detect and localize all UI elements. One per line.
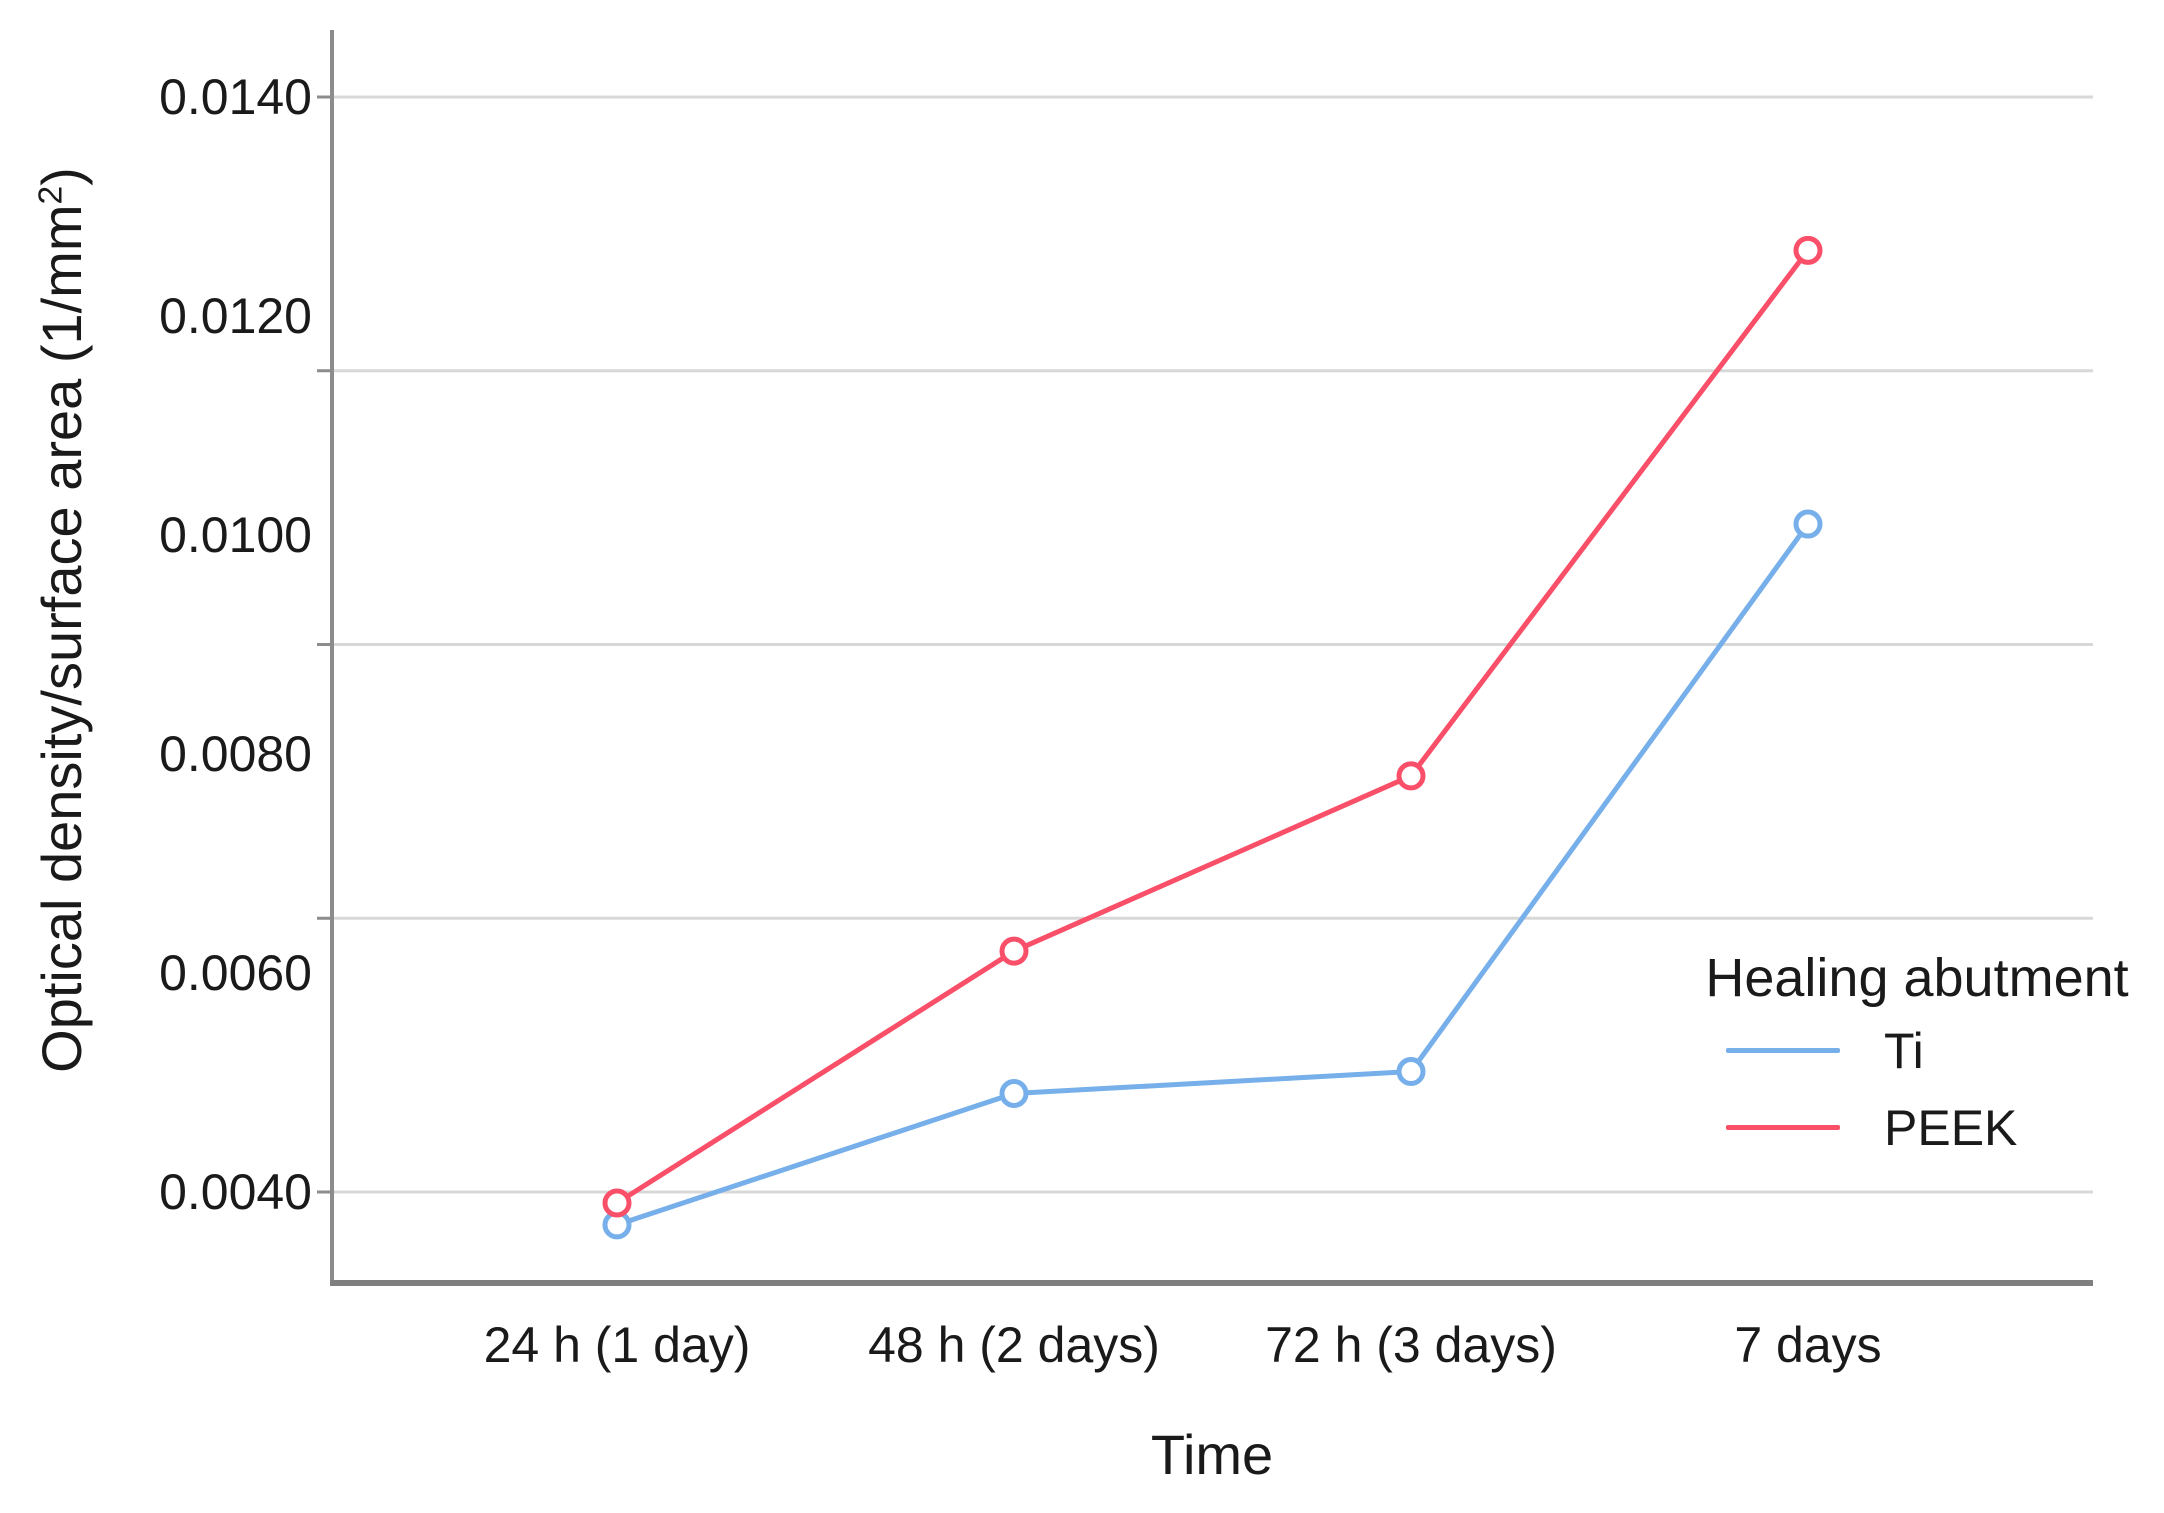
- y-tick-label: 0.0040: [159, 1164, 312, 1220]
- data-point-peek: [1793, 235, 1823, 265]
- legend-swatch-peek: [1726, 1125, 1840, 1130]
- y-axis-title-superscript: 2: [32, 185, 70, 205]
- legend-title: Healing abutment: [1705, 948, 2129, 1008]
- legend-label-peek: PEEK: [1884, 1099, 2018, 1156]
- y-axis-title: Optical density/surface area (1/mm2): [27, 70, 97, 1170]
- x-tick-label: 48 h (2 days): [868, 1317, 1160, 1373]
- y-tick-label: 0.0080: [159, 726, 312, 782]
- x-tick-label: 72 h (3 days): [1265, 1317, 1557, 1373]
- y-tick-label: 0.0060: [159, 945, 312, 1001]
- y-tick-label: 0.0100: [159, 507, 312, 563]
- y-axis-title-text: Optical density/surface area (1/mm: [30, 204, 93, 1073]
- legend-items: Ti PEEK: [1676, 1012, 2158, 1166]
- x-tick-label: 24 h (1 day): [484, 1317, 751, 1373]
- data-point-peek: [602, 1188, 632, 1218]
- legend-label-ti: Ti: [1884, 1022, 1924, 1079]
- x-axis-title: Time: [1150, 1423, 1274, 1486]
- series-line-ti: [616, 522, 1811, 1228]
- data-point-peek: [999, 936, 1029, 966]
- y-tick-label: 0.0140: [159, 69, 312, 125]
- y-tick-label: 0.0120: [159, 288, 312, 344]
- legend-swatch-ti: [1726, 1048, 1840, 1053]
- legend: Healing abutment Ti PEEK: [1676, 944, 2158, 1166]
- legend-item-ti: Ti: [1676, 1012, 2158, 1089]
- data-point-ti: [1793, 509, 1823, 539]
- series-line-peek: [615, 248, 1810, 1206]
- legend-item-peek: PEEK: [1676, 1089, 2158, 1166]
- y-axis-title-close: ): [30, 167, 93, 186]
- data-point-ti: [999, 1078, 1029, 1108]
- x-tick-label: 7 days: [1734, 1317, 1881, 1373]
- data-point-ti: [1396, 1057, 1426, 1087]
- data-point-peek: [1396, 761, 1426, 791]
